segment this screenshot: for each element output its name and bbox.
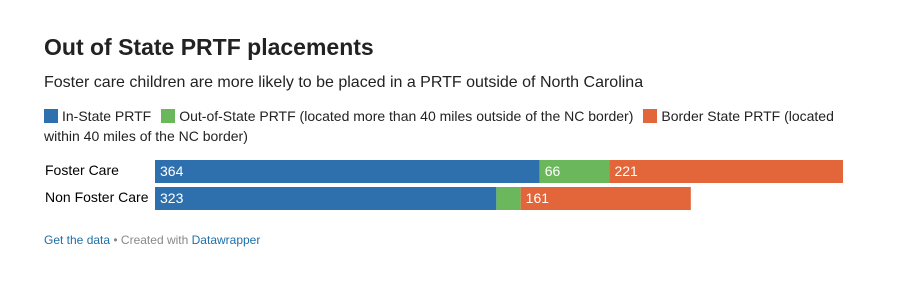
data-label: 323 <box>160 190 184 206</box>
bar-segment <box>155 160 540 183</box>
footer-text: • Created with <box>113 233 189 247</box>
chart-subtitle: Foster care children are more likely to … <box>44 74 644 91</box>
bar-segment <box>520 187 691 210</box>
legend-swatch <box>161 109 176 123</box>
legend-item: Border State PRTF (located within 40 mil… <box>44 108 834 144</box>
legend: In-State PRTF Out-of-State PRTF (located … <box>44 106 834 146</box>
plot: Foster Care 364 66 221 Non Foster Care 323 161 <box>45 160 843 210</box>
bar-segment <box>155 187 497 210</box>
y-tick-label: Foster Care <box>45 162 119 178</box>
legend-item: Out-of-State PRTF (located more than 40 … <box>161 108 633 124</box>
bar-segment <box>496 187 521 210</box>
footer: Get the data • Created with Datawrapper <box>44 233 260 247</box>
chart-title: Out of State PRTF placements <box>44 34 374 60</box>
data-label: 66 <box>545 163 561 179</box>
legend-label: In-State PRTF <box>62 108 152 124</box>
legend-swatch <box>643 109 658 123</box>
legend-item: In-State PRTF <box>44 108 151 124</box>
legend-label: Border State PRTF (located within 40 mil… <box>44 108 834 144</box>
credit-link[interactable]: Datawrapper <box>191 233 261 247</box>
y-tick-label: Non Foster Care <box>45 189 149 205</box>
data-link[interactable]: Get the data <box>44 233 111 247</box>
legend-swatch <box>44 109 58 123</box>
data-label: 364 <box>160 163 184 179</box>
data-label: 221 <box>614 163 638 179</box>
bar-segment <box>609 160 843 183</box>
data-label: 161 <box>526 190 550 206</box>
legend-label: Out-of-State PRTF (located more than 40 … <box>179 108 634 124</box>
bar-segment <box>539 160 610 183</box>
